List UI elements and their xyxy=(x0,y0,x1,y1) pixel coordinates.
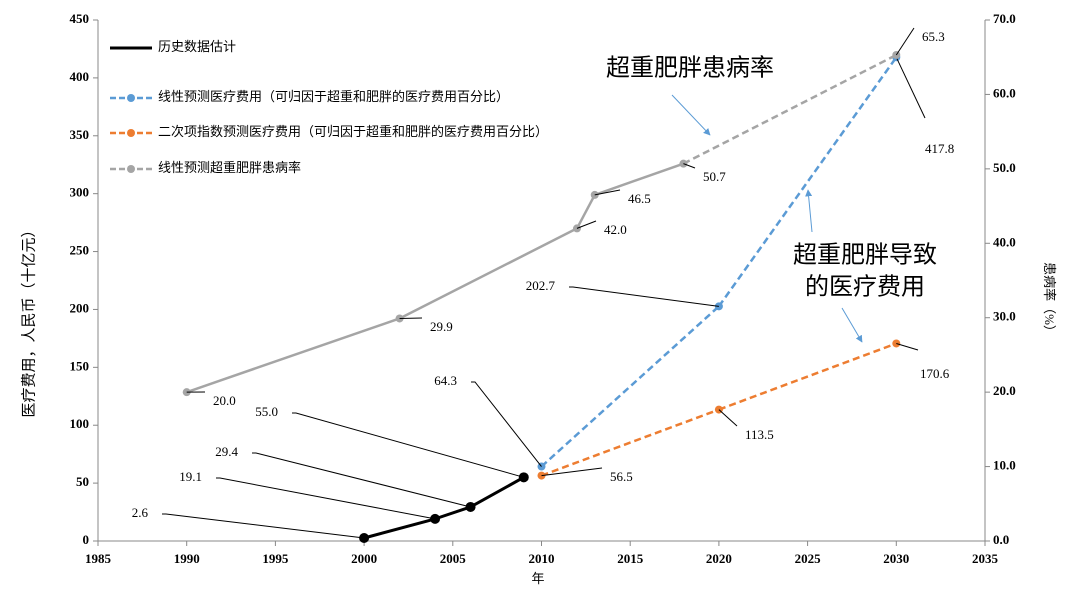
legend-label: 线性预测医疗费用（可归因于超重和肥胖的医疗费用百分比） xyxy=(158,89,509,104)
x-axis-title: 年 xyxy=(531,571,544,586)
data-label: 42.0 xyxy=(604,222,627,237)
annotation: 超重肥胖患病率 xyxy=(606,55,774,82)
y2-tick-label: 30.0 xyxy=(993,309,1016,324)
line-segment xyxy=(363,517,436,540)
x-tick-label: 1995 xyxy=(262,551,289,566)
legend-marker xyxy=(127,165,135,173)
leader-line xyxy=(471,381,542,467)
y-tick-label: 50 xyxy=(76,474,89,489)
leader-line xyxy=(594,189,621,196)
y-tick-label: 150 xyxy=(70,358,90,373)
x-tick-label: 2035 xyxy=(972,551,999,566)
data-label: 29.4 xyxy=(215,444,238,459)
line-segment xyxy=(575,194,596,229)
annotation: 的医疗费用 xyxy=(805,274,925,301)
leader-line xyxy=(541,467,603,477)
line-segment xyxy=(469,476,525,509)
x-tick-label: 1985 xyxy=(85,551,112,566)
data-label: 56.5 xyxy=(610,469,633,484)
x-tick-label: 2025 xyxy=(795,551,822,566)
y2-tick-label: 20.0 xyxy=(993,383,1016,398)
arrow xyxy=(805,189,813,233)
data-label: 2.6 xyxy=(132,505,149,520)
line-segment xyxy=(718,342,897,411)
data-label: 19.1 xyxy=(179,469,202,484)
y-tick-label: 200 xyxy=(70,300,90,315)
leader-line xyxy=(292,412,524,478)
data-label: 55.0 xyxy=(255,404,278,419)
y-tick-label: 300 xyxy=(70,185,90,200)
arrow xyxy=(841,307,863,343)
line-segment xyxy=(434,505,472,521)
leader-line xyxy=(216,477,436,520)
y2-axis-title: 患病率（%） xyxy=(1042,262,1057,338)
leader-line xyxy=(683,163,696,169)
data-label: 64.3 xyxy=(434,373,457,388)
y2-tick-label: 10.0 xyxy=(993,458,1016,473)
y2-tick-label: 60.0 xyxy=(993,85,1016,100)
line-segment xyxy=(594,162,684,197)
data-label: 29.9 xyxy=(430,319,453,334)
leader-line xyxy=(718,409,738,427)
data-label: 170.6 xyxy=(920,366,950,381)
x-tick-label: 2010 xyxy=(529,551,555,566)
y-axis-title: 医疗费用，人民币（十亿元） xyxy=(20,222,37,417)
legend-marker xyxy=(127,129,135,137)
line-segment xyxy=(717,56,898,308)
y-tick-label: 100 xyxy=(70,416,90,431)
line-segment xyxy=(682,53,897,165)
data-label: 65.3 xyxy=(922,29,945,44)
leader-line xyxy=(895,57,926,119)
x-tick-label: 2020 xyxy=(706,551,732,566)
data-label: 417.8 xyxy=(925,141,954,156)
x-tick-label: 2015 xyxy=(617,551,644,566)
y2-tick-label: 70.0 xyxy=(993,11,1016,26)
y2-tick-label: 50.0 xyxy=(993,160,1016,175)
line-segment xyxy=(540,305,720,468)
leader-line xyxy=(576,220,597,229)
y-tick-label: 450 xyxy=(70,11,90,26)
y2-tick-label: 0.0 xyxy=(993,532,1009,547)
x-tick-label: 1990 xyxy=(174,551,200,566)
leader-line xyxy=(569,286,719,307)
data-label: 113.5 xyxy=(745,427,774,442)
line-segment xyxy=(186,317,400,394)
y-tick-label: 350 xyxy=(70,127,90,142)
y-tick-label: 400 xyxy=(70,69,90,84)
line-segment xyxy=(399,227,578,320)
leader-line xyxy=(896,343,919,351)
data-label: 50.7 xyxy=(703,169,726,184)
legend-marker xyxy=(127,94,135,102)
annotation: 超重肥胖导致 xyxy=(793,242,937,269)
data-label: 20.0 xyxy=(213,393,236,408)
arrow xyxy=(671,94,711,136)
x-tick-label: 2030 xyxy=(883,551,909,566)
legend-label: 线性预测超重肥胖患病率 xyxy=(158,160,301,175)
line-segment xyxy=(541,408,720,477)
x-tick-label: 2005 xyxy=(440,551,467,566)
data-label: 46.5 xyxy=(628,191,651,206)
data-label: 202.7 xyxy=(526,278,556,293)
leader-line xyxy=(252,452,471,508)
x-tick-label: 2000 xyxy=(351,551,377,566)
y-tick-label: 0 xyxy=(83,532,90,547)
legend-label: 历史数据估计 xyxy=(158,39,236,54)
y-tick-label: 250 xyxy=(70,243,90,258)
leader-line xyxy=(895,27,915,56)
legend-label: 二次项指数预测医疗费用（可归因于超重和肥胖的医疗费用百分比） xyxy=(158,124,548,139)
leader-line xyxy=(162,513,365,539)
y2-tick-label: 40.0 xyxy=(993,234,1016,249)
